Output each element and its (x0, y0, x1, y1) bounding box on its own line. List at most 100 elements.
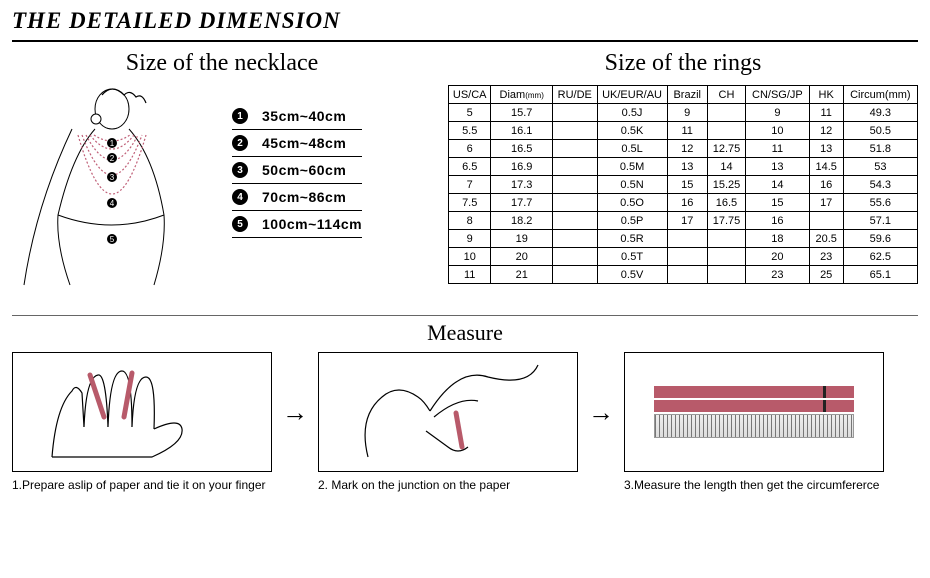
table-row: 515.70.5J991149.3 (449, 104, 918, 122)
table-cell: 0.5L (597, 140, 667, 158)
step-3-illustration (624, 352, 884, 472)
header: THE DETAILED DIMENSION (0, 0, 930, 36)
table-cell: 23 (809, 248, 843, 266)
table-cell: 11 (809, 104, 843, 122)
table-cell: 7.5 (449, 194, 491, 212)
table-header-cell: CN/SG/JP (746, 86, 810, 104)
table-cell (552, 140, 597, 158)
table-cell: 10 (449, 248, 491, 266)
table-cell: 13 (667, 158, 707, 176)
table-header-row: US/CADiam(mm)RU/DEUK/EUR/AUBrazilCHCN/SG… (449, 86, 918, 104)
table-cell: 65.1 (843, 266, 917, 284)
table-header-cell: RU/DE (552, 86, 597, 104)
table-cell: 16.1 (491, 122, 553, 140)
size-value: 45cm~48cm (262, 135, 346, 151)
table-header-cell: Brazil (667, 86, 707, 104)
divider-mid (12, 315, 918, 316)
table-cell: 10 (746, 122, 810, 140)
step-3: 3.Measure the length then get the circum… (624, 352, 884, 494)
table-cell: 12 (667, 140, 707, 158)
table-cell: 6.5 (449, 158, 491, 176)
table-cell (809, 212, 843, 230)
table-cell: 0.5R (597, 230, 667, 248)
table-cell (707, 248, 745, 266)
table-row: 7.517.70.5O1616.5151755.6 (449, 194, 918, 212)
table-cell: 12 (809, 122, 843, 140)
necklace-section: Size of the necklace (12, 50, 432, 305)
table-cell: 17 (667, 212, 707, 230)
table-cell (552, 248, 597, 266)
table-cell: 23 (746, 266, 810, 284)
table-cell: 14 (746, 176, 810, 194)
table-cell (552, 122, 597, 140)
table-cell: 9 (746, 104, 810, 122)
table-header-cell: Circum(mm) (843, 86, 917, 104)
table-cell: 5 (449, 104, 491, 122)
table-cell: 17.75 (707, 212, 745, 230)
top-section: Size of the necklace (0, 50, 930, 305)
table-cell: 16.9 (491, 158, 553, 176)
step-2-illustration (318, 352, 578, 472)
ruler-graphic (654, 386, 854, 438)
list-item: 135cm~40cm (232, 103, 362, 130)
table-row: 818.20.5P1717.751657.1 (449, 212, 918, 230)
size-badge: 5 (232, 216, 248, 232)
svg-text:2: 2 (110, 154, 115, 163)
table-cell: 55.6 (843, 194, 917, 212)
table-cell (667, 248, 707, 266)
table-header-cell: UK/EUR/AU (597, 86, 667, 104)
table-cell: 17 (809, 194, 843, 212)
table-cell: 50.5 (843, 122, 917, 140)
size-value: 35cm~40cm (262, 108, 346, 124)
table-cell: 12.75 (707, 140, 745, 158)
size-badge: 2 (232, 135, 248, 151)
table-cell: 9 (449, 230, 491, 248)
table-cell: 18.2 (491, 212, 553, 230)
table-cell: 15.7 (491, 104, 553, 122)
table-row: 6.516.90.5M13141314.553 (449, 158, 918, 176)
table-cell: 0.5P (597, 212, 667, 230)
table-cell: 25 (809, 266, 843, 284)
svg-text:5: 5 (110, 235, 115, 244)
rings-table: US/CADiam(mm)RU/DEUK/EUR/AUBrazilCHCN/SG… (448, 85, 918, 284)
table-cell: 20.5 (809, 230, 843, 248)
size-value: 70cm~86cm (262, 189, 346, 205)
size-badge: 3 (232, 162, 248, 178)
svg-text:1: 1 (110, 139, 115, 148)
table-header-cell: HK (809, 86, 843, 104)
table-cell: 16 (746, 212, 810, 230)
table-cell (552, 176, 597, 194)
table-cell: 5.5 (449, 122, 491, 140)
page-title: THE DETAILED DIMENSION (12, 8, 918, 34)
table-cell: 0.5M (597, 158, 667, 176)
table-row: 10200.5T202362.5 (449, 248, 918, 266)
table-cell (667, 230, 707, 248)
table-cell: 13 (746, 158, 810, 176)
list-item: 470cm~86cm (232, 184, 362, 211)
table-cell: 0.5N (597, 176, 667, 194)
table-cell: 0.5O (597, 194, 667, 212)
list-item: 2 45cm~48cm (232, 130, 362, 157)
table-cell: 11 (667, 122, 707, 140)
measure-steps: 1.Prepare aslip of paper and tie it on y… (0, 352, 930, 494)
rings-section: Size of the rings US/CADiam(mm)RU/DEUK/E… (448, 50, 918, 305)
table-row: 11210.5V232565.1 (449, 266, 918, 284)
table-cell: 16 (809, 176, 843, 194)
table-cell: 17.3 (491, 176, 553, 194)
table-cell: 62.5 (843, 248, 917, 266)
step-3-caption: 3.Measure the length then get the circum… (624, 478, 884, 494)
table-cell (552, 104, 597, 122)
table-cell: 19 (491, 230, 553, 248)
table-cell: 18 (746, 230, 810, 248)
step-2: 2. Mark on the junction on the paper (318, 352, 578, 494)
table-cell: 0.5K (597, 122, 667, 140)
table-cell: 59.6 (843, 230, 917, 248)
table-cell: 13 (809, 140, 843, 158)
step-1-caption: 1.Prepare aslip of paper and tie it on y… (12, 478, 272, 494)
step-1: 1.Prepare aslip of paper and tie it on y… (12, 352, 272, 494)
table-cell: 8 (449, 212, 491, 230)
table-row: 717.30.5N1515.25141654.3 (449, 176, 918, 194)
table-header-cell: US/CA (449, 86, 491, 104)
table-cell: 51.8 (843, 140, 917, 158)
table-cell: 15.25 (707, 176, 745, 194)
